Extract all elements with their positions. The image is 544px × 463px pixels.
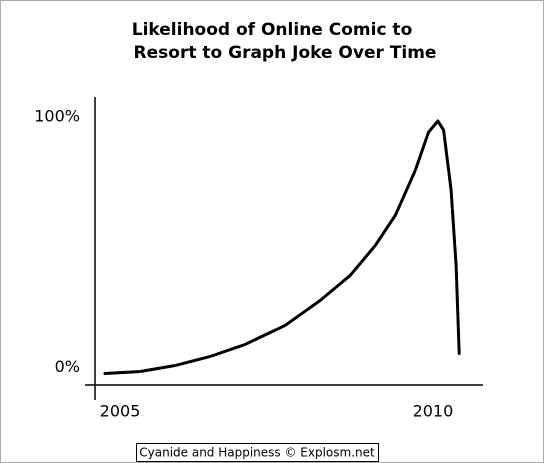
y-tick-label: 100% (34, 107, 80, 126)
credit-box (136, 443, 379, 462)
credit: Cyanide and Happiness © Explosm.net (139, 446, 375, 460)
y-tick-label: 0% (55, 357, 80, 376)
chart-title: Resort to Graph Joke Over Time (134, 43, 437, 63)
x-tick-label: 2005 (100, 402, 141, 421)
x-tick-label: 2010 (413, 402, 454, 421)
line (103, 119, 461, 375)
chart-title: Likelihood of Online Comic to (132, 20, 413, 40)
